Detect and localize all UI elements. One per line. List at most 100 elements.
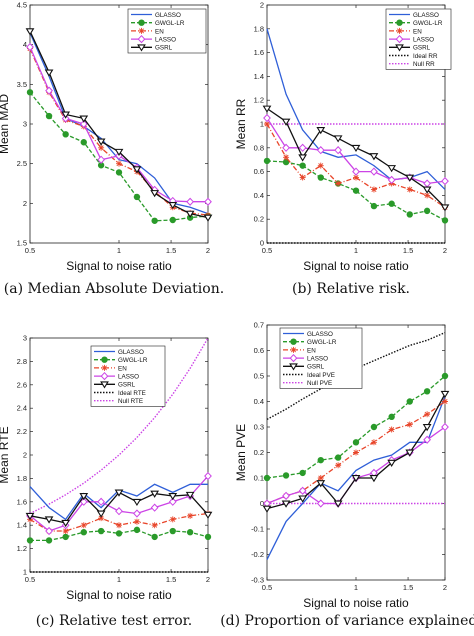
chart-1: 1.5 2 2.5 3 3.5 4 4.5 0.5 1 1.5 2 Signal to noise r… <box>0 1 224 298</box>
legend-label: GSRL <box>307 364 325 371</box>
series-gsrl-point <box>316 127 326 135</box>
y-axis-label: Mean PVE <box>234 424 248 481</box>
series-en-point <box>370 186 377 193</box>
y-tick-label: 1.2 <box>254 96 264 105</box>
y-tick-label: 4 <box>23 40 27 49</box>
y-tick-label: 3.5 <box>17 80 27 89</box>
legend-marker <box>101 356 108 363</box>
series-lasso-point <box>282 491 290 500</box>
legend-marker <box>138 27 145 34</box>
legend-marker <box>137 34 146 44</box>
series-en-point <box>98 515 105 522</box>
series-lasso-point <box>316 146 325 155</box>
legend-marker <box>100 381 109 389</box>
series-lasso-point <box>316 499 325 508</box>
series-lasso-point <box>115 507 123 516</box>
legend-marker <box>290 338 297 345</box>
series-lasso-point <box>204 197 212 206</box>
series-gsrl-point <box>150 190 160 198</box>
series-en-point <box>406 421 413 428</box>
series-gwgl-lr-point <box>317 174 324 181</box>
legend-label: GSRL <box>155 45 173 52</box>
y-tick-label: 0.4 <box>254 191 264 200</box>
y-tick-label: 1.6 <box>254 48 264 57</box>
series-en-point <box>116 522 122 529</box>
y-tick-label: -0.1 <box>251 525 264 534</box>
x-tick-label: 0.5 <box>25 246 35 255</box>
x-tick-label: 1 <box>354 583 358 592</box>
series-gsrl <box>25 28 213 222</box>
series-en-point <box>442 398 448 405</box>
series-lasso-point <box>298 486 307 495</box>
y-tick-label: 2 <box>23 199 27 208</box>
series-gwgl-lr-point <box>115 530 123 537</box>
series-gsrl-point <box>96 510 106 518</box>
legend-label: GLASSO <box>413 12 439 19</box>
x-tick-label: 1.5 <box>166 246 176 255</box>
series-gwgl-lr-point <box>334 454 342 461</box>
y-tick-label: 0.7 <box>254 321 264 330</box>
series-gwgl-lr-point <box>388 413 395 420</box>
series-gwgl-lr-point <box>80 529 87 536</box>
series-en-line <box>29 512 209 532</box>
series-gwgl-lr-point <box>263 474 271 482</box>
series-gwgl-lr-point <box>97 527 105 535</box>
series-en-point <box>133 518 140 525</box>
series-gsrl <box>262 390 450 513</box>
y-tick-label: 2.5 <box>17 159 27 168</box>
series-lasso-point <box>97 497 106 506</box>
legend-label: Ideal RTE <box>118 390 146 397</box>
y-tick-label: 0.4 <box>254 397 264 406</box>
series-gwgl-lr-point <box>299 162 306 169</box>
series-gwgl-lr-point <box>45 537 53 544</box>
y-axis-label: Mean RR <box>234 98 248 149</box>
series-lasso <box>263 113 449 188</box>
legend-marker <box>101 364 108 371</box>
caption: (a) Median Absolute Deviation. <box>4 281 224 297</box>
series-en-point <box>353 449 359 456</box>
legend-label: GSRL <box>118 382 136 389</box>
series-gwgl-lr-point <box>186 529 194 536</box>
legend-marker <box>396 27 403 34</box>
series-en-point <box>335 180 342 187</box>
series-gsrl-point <box>79 115 89 123</box>
legend-label: GLASSO <box>155 12 181 19</box>
series-gsrl-point <box>405 449 415 457</box>
x-tick-label: 1 <box>354 246 358 255</box>
y-tick-label: 1.4 <box>17 521 27 530</box>
x-tick-label: 2 <box>206 575 210 584</box>
series-en-point <box>169 516 176 523</box>
y-tick-label: 4.5 <box>17 1 27 10</box>
series-gsrl-point <box>185 210 195 218</box>
y-tick-label: 0.6 <box>254 167 264 176</box>
series-gwgl-lr <box>263 157 449 224</box>
series-en-point <box>406 186 413 193</box>
series-en-point <box>116 160 122 167</box>
series-gwgl-lr-point <box>352 187 360 194</box>
x-tick-label: 1.5 <box>166 575 176 584</box>
x-axis-label: Signal to noise ratio <box>303 596 409 610</box>
series-lasso-point <box>441 176 449 186</box>
series-lasso-point <box>334 146 343 155</box>
series-gsrl-point <box>61 519 71 528</box>
y-tick-label: 1.8 <box>254 24 264 33</box>
series-lasso-point <box>133 509 141 518</box>
y-axis-label: Mean RTE <box>0 426 11 483</box>
series-gwgl-lr-point <box>204 533 212 541</box>
series-gsrl-point <box>298 154 308 162</box>
series-gwgl-lr-point <box>263 157 271 165</box>
series-gwgl-lr-point <box>406 211 413 218</box>
series-gsrl-point <box>61 111 71 119</box>
series-en-point <box>424 192 431 199</box>
series-lasso-point <box>45 86 53 95</box>
series-gsrl-point <box>25 28 35 36</box>
series-lasso-point <box>26 42 34 52</box>
series-en-point <box>80 522 87 529</box>
x-axis-label: Signal to noise ratio <box>66 259 172 273</box>
series-gwgl-lr-point <box>423 207 431 215</box>
legend-label: GWGL-LR <box>413 20 443 27</box>
x-tick-label: 2 <box>206 246 210 255</box>
legend-marker <box>100 371 109 381</box>
